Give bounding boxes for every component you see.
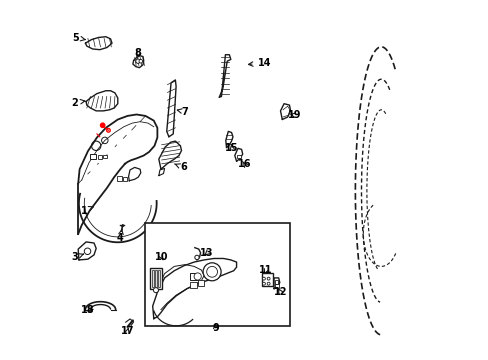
Circle shape <box>194 255 199 260</box>
Circle shape <box>266 282 269 285</box>
Text: 1: 1 <box>81 206 93 216</box>
Bar <box>197 280 204 286</box>
Bar <box>274 280 278 284</box>
Bar <box>150 268 162 289</box>
Bar <box>237 155 241 158</box>
Text: 9: 9 <box>212 323 219 333</box>
Bar <box>98 155 102 159</box>
Bar <box>158 270 159 287</box>
Circle shape <box>101 123 104 127</box>
Circle shape <box>136 59 140 63</box>
Bar <box>155 270 156 287</box>
Circle shape <box>266 277 269 280</box>
Text: 12: 12 <box>273 287 286 297</box>
Text: 7: 7 <box>177 107 187 117</box>
Text: 16: 16 <box>237 159 251 169</box>
Text: 15: 15 <box>224 143 238 153</box>
Text: 2: 2 <box>71 98 85 108</box>
Text: 10: 10 <box>155 252 168 262</box>
Text: 11: 11 <box>259 265 272 275</box>
Text: 13: 13 <box>200 248 213 258</box>
Text: 14: 14 <box>248 58 270 68</box>
Circle shape <box>262 282 265 285</box>
Circle shape <box>203 263 221 281</box>
Bar <box>90 154 96 159</box>
Text: 3: 3 <box>71 252 83 262</box>
Bar <box>274 284 279 288</box>
Text: 8: 8 <box>135 48 142 58</box>
Text: 4: 4 <box>117 230 123 243</box>
Text: 17: 17 <box>121 326 134 336</box>
Circle shape <box>206 266 217 277</box>
Bar <box>145 223 289 326</box>
Bar <box>189 282 197 288</box>
Bar <box>103 155 107 158</box>
Bar <box>190 273 198 280</box>
Text: 6: 6 <box>174 162 186 172</box>
Text: 19: 19 <box>287 110 301 120</box>
Circle shape <box>194 273 201 280</box>
Bar <box>261 273 272 286</box>
Text: 5: 5 <box>73 33 85 43</box>
Bar <box>117 176 122 181</box>
Text: 18: 18 <box>81 305 95 315</box>
Circle shape <box>153 288 158 293</box>
Circle shape <box>84 248 91 255</box>
Bar <box>123 177 127 181</box>
Bar <box>152 270 153 287</box>
Circle shape <box>139 59 142 63</box>
Circle shape <box>262 277 265 280</box>
